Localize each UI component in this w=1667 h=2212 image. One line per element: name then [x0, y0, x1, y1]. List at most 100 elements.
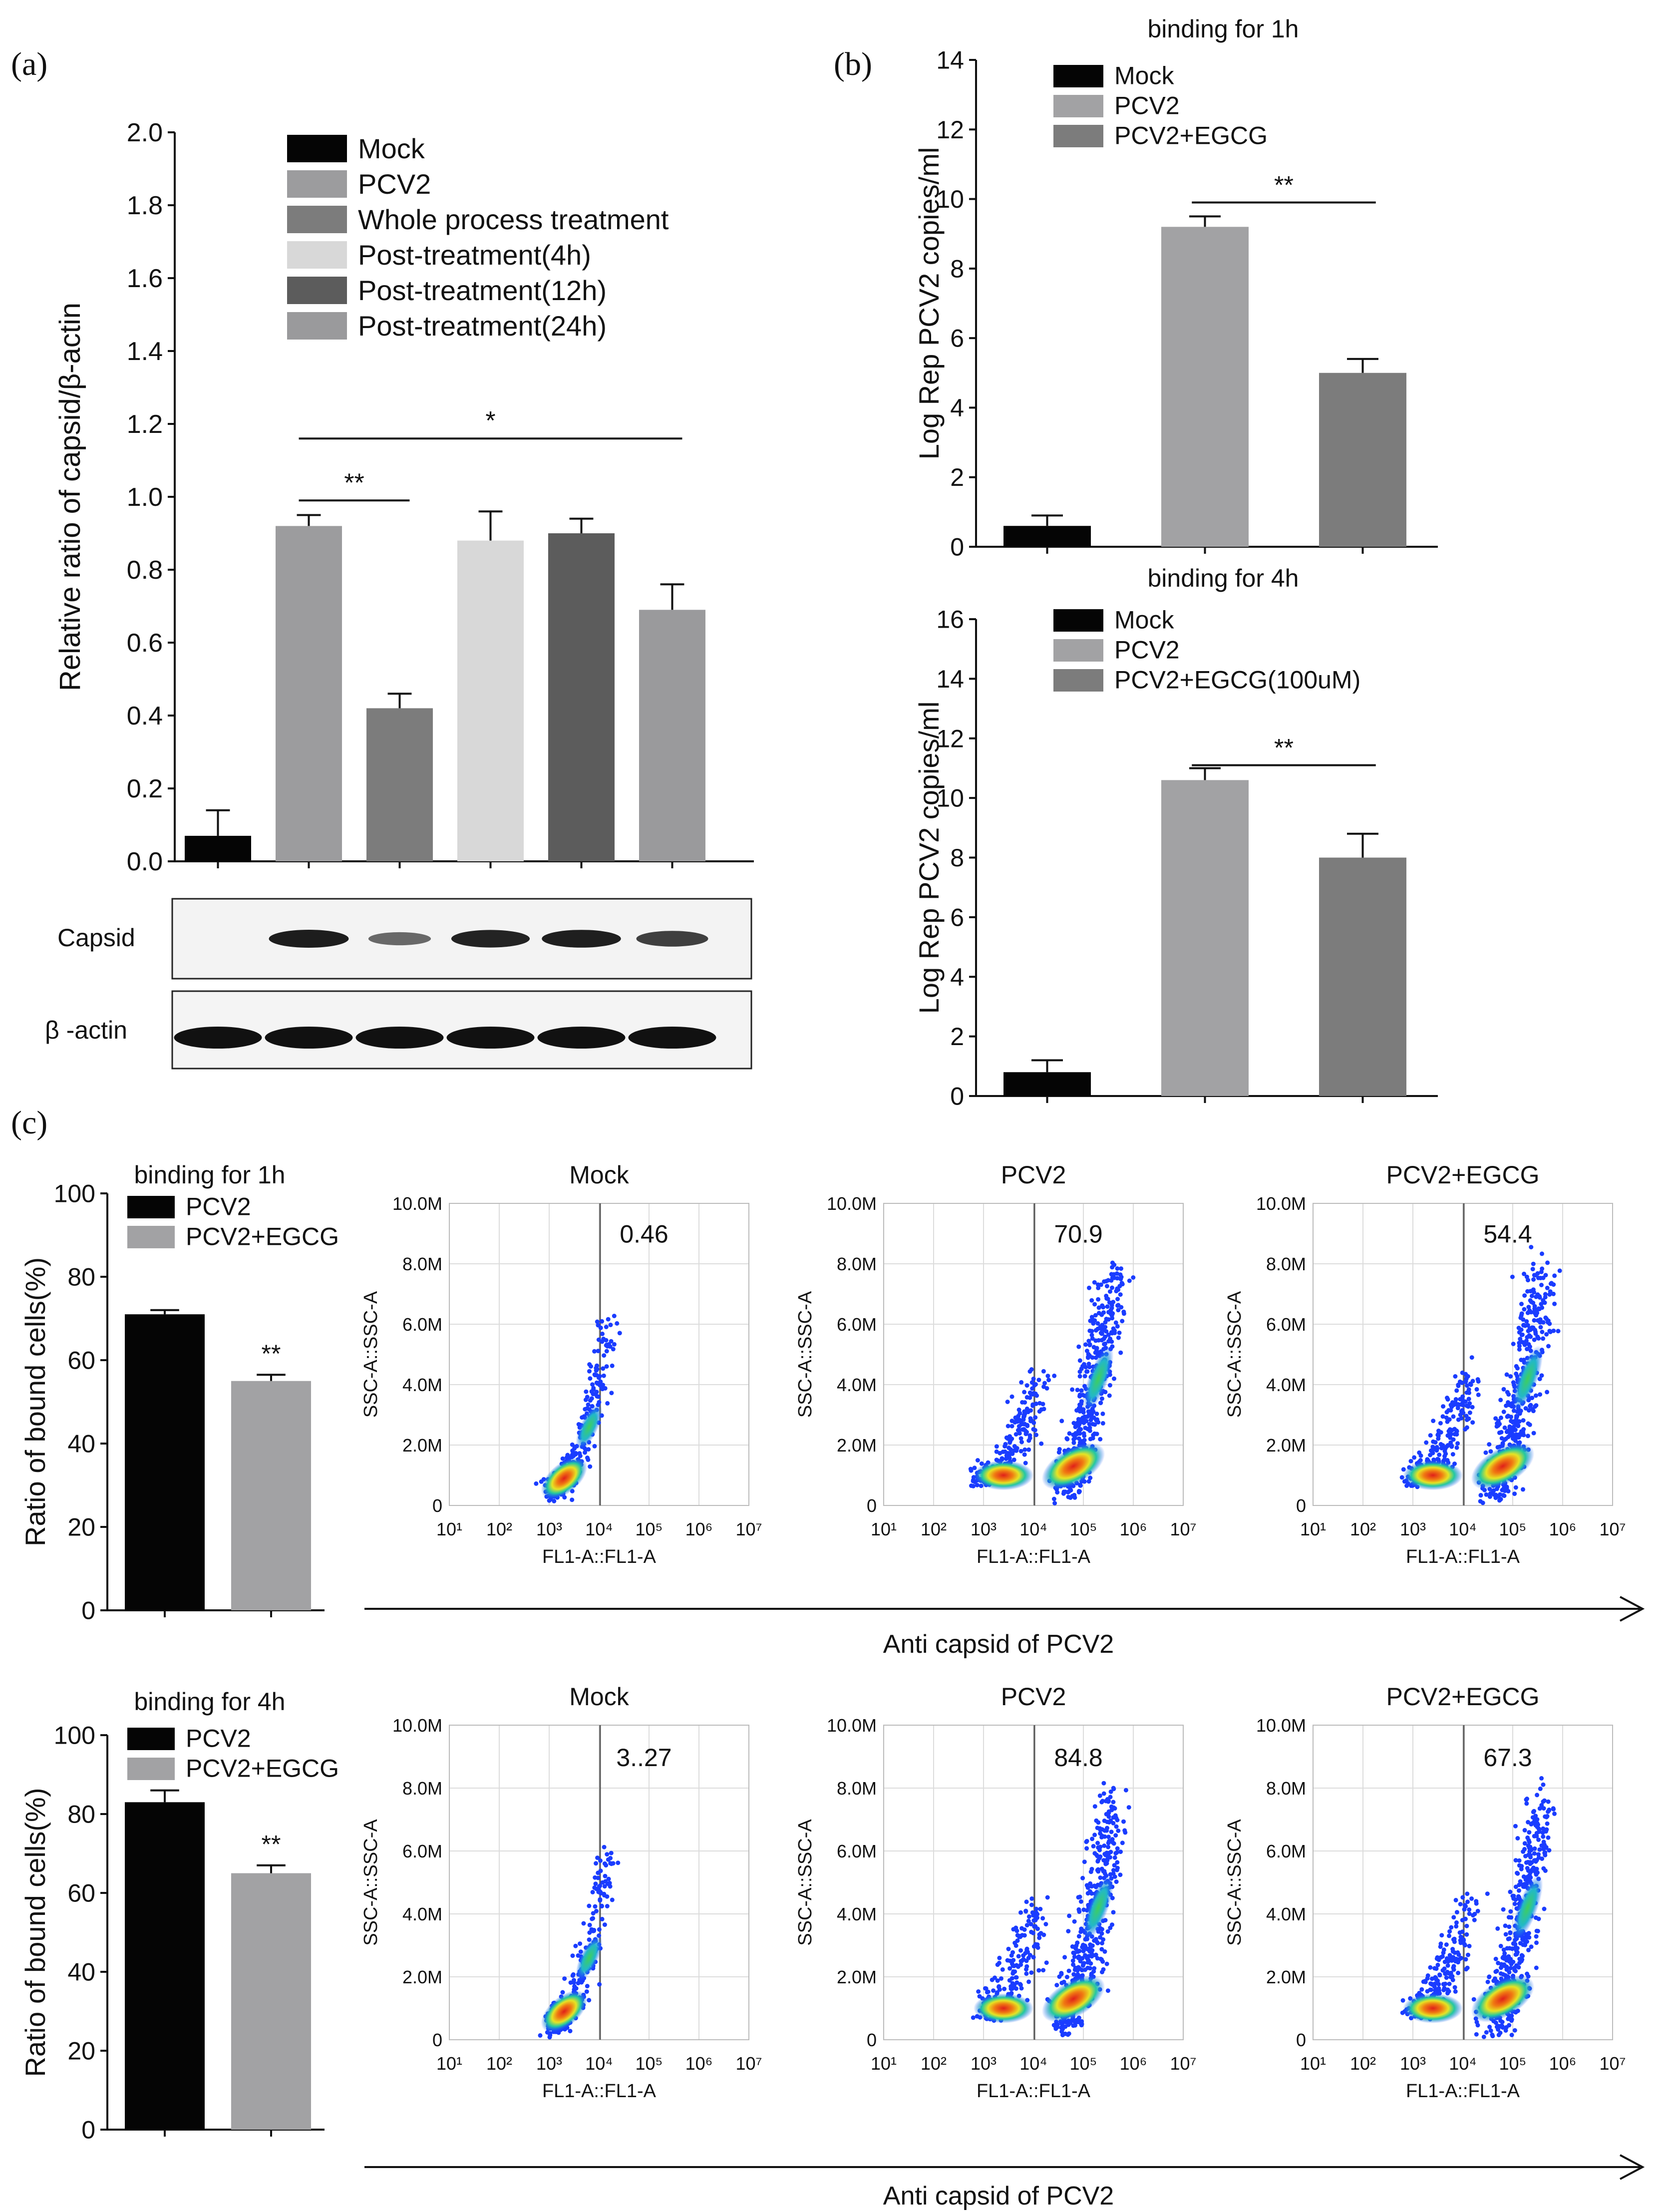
scatter-point [1453, 1959, 1458, 1964]
scatter-point [1111, 1910, 1116, 1915]
scatter-point [1483, 1450, 1488, 1455]
scatter-point [1046, 1378, 1051, 1383]
scatter-point [1101, 1937, 1106, 1942]
scatter-point [1468, 1382, 1473, 1387]
scatter-point [1515, 1366, 1520, 1371]
scatter-point [1538, 1325, 1543, 1330]
scatter-point [1523, 1406, 1528, 1411]
scatter-point [1029, 1929, 1034, 1934]
scatter-point [617, 1331, 622, 1336]
scatter-point [1027, 1953, 1032, 1957]
scatter-point [997, 1955, 1002, 1960]
significance-marker: * [485, 406, 495, 435]
scatter-point [1509, 1961, 1514, 1966]
scatter-point [1090, 1336, 1095, 1341]
bar [231, 1873, 311, 2130]
scatter-point [1535, 1793, 1540, 1798]
x-tick-label: 10⁴ [1019, 2053, 1047, 2074]
scatter-point [1522, 1883, 1527, 1888]
scatter-point [1542, 1906, 1547, 1911]
scatter-point [1543, 1868, 1548, 1873]
scatter-point [1026, 1979, 1031, 1984]
scatter-point [1538, 1392, 1543, 1397]
scatter-point [604, 1325, 609, 1329]
scatter-point [1102, 1342, 1107, 1347]
scatter-point [1107, 1393, 1112, 1398]
scatter-point [1441, 1947, 1446, 1952]
scatter-point [1454, 1920, 1459, 1925]
scatter-point [1111, 1805, 1116, 1810]
scatter-point [983, 1986, 988, 1991]
scatter-point [1127, 1278, 1132, 1283]
scatter-point [1015, 1933, 1020, 1938]
scatter-point [1474, 2020, 1479, 2025]
scatter-point [1027, 1369, 1032, 1374]
y-tick-label: 14 [936, 46, 964, 74]
scatter-point [1100, 1421, 1105, 1426]
y-tick-label: 4 [950, 394, 964, 422]
scatter-point [1526, 1421, 1531, 1426]
y-tick-label: 8.0M [402, 1254, 442, 1274]
x-tick-label: 10² [921, 2053, 947, 2074]
scatter-point [1531, 1431, 1536, 1436]
scatter-point [1081, 1949, 1086, 1953]
scatter-point [1431, 1419, 1436, 1424]
scatter-point [1086, 1339, 1091, 1344]
scatter-point [600, 1916, 605, 1921]
scatter-point [1092, 1833, 1097, 1838]
scatter-point [1026, 1914, 1031, 1919]
scatter-point [1095, 1841, 1100, 1845]
scatter-point [1521, 1317, 1526, 1322]
flow-plot-title: Mock [569, 1683, 629, 1711]
scatter-point [1109, 1838, 1114, 1843]
y-tick-label: 2 [950, 1023, 964, 1051]
scatter-point [1460, 1895, 1465, 1900]
scatter-point [608, 1322, 613, 1327]
flow-plot: PCV2+EGCG 67.3 10¹ 10² 10³ 10⁴ 10⁵ 10⁶ 10⁷ 0 2.0M 4… [1224, 1683, 1626, 2102]
legend-swatch [1053, 609, 1103, 632]
scatter-point [1086, 1479, 1091, 1484]
scatter-point [1458, 1940, 1463, 1945]
density-hotspot [1083, 1874, 1114, 1941]
scatter-point [1495, 1926, 1500, 1931]
scatter-point [1052, 1373, 1057, 1378]
scatter-point [1497, 1497, 1502, 1502]
x-tick-label: 10² [486, 2053, 512, 2074]
scatter-point [1029, 1418, 1034, 1423]
legend-swatch [287, 135, 347, 162]
panel-label-c: (c) [11, 1105, 47, 1141]
scatter-point [1118, 1292, 1123, 1297]
scatter-point [597, 1927, 602, 1932]
legend-label: Post-treatment(24h) [358, 310, 607, 342]
scatter-point [1018, 1436, 1023, 1441]
scatter-point [1545, 1260, 1550, 1265]
scatter-point [1503, 1923, 1508, 1928]
scatter-point [1537, 1847, 1542, 1852]
bar [1003, 526, 1091, 547]
scatter-point [592, 1349, 597, 1354]
scatter-point [1519, 1866, 1524, 1871]
scatter-point [586, 1402, 591, 1407]
y-tick-label: 10.0M [1256, 1715, 1306, 1736]
scatter-point [606, 1876, 611, 1881]
scatter-point [1493, 2020, 1498, 2025]
scatter-point [1546, 1799, 1551, 1804]
scatter-point [1108, 1789, 1113, 1794]
y-axis-label: Relative ratio of capsid/β-actin [54, 303, 86, 691]
scatter-point [1037, 1935, 1042, 1940]
scatter-point [593, 1904, 598, 1909]
scatter-point [1522, 1841, 1527, 1846]
scatter-point [1467, 1401, 1472, 1406]
scatter-point [1087, 1949, 1092, 1954]
scatter-point [1060, 2025, 1065, 2030]
scatter-point [1111, 1787, 1116, 1792]
scatter-point [1525, 1877, 1530, 1882]
scatter-point [1100, 1411, 1105, 1416]
scatter-point [1531, 1261, 1536, 1266]
scatter-point [1023, 1428, 1027, 1433]
y-tick-label: 0.4 [127, 702, 163, 731]
scatter-point [1507, 1424, 1512, 1429]
scatter-point [1539, 1803, 1544, 1808]
bar [1161, 227, 1249, 547]
scatter-point [1428, 1453, 1433, 1458]
